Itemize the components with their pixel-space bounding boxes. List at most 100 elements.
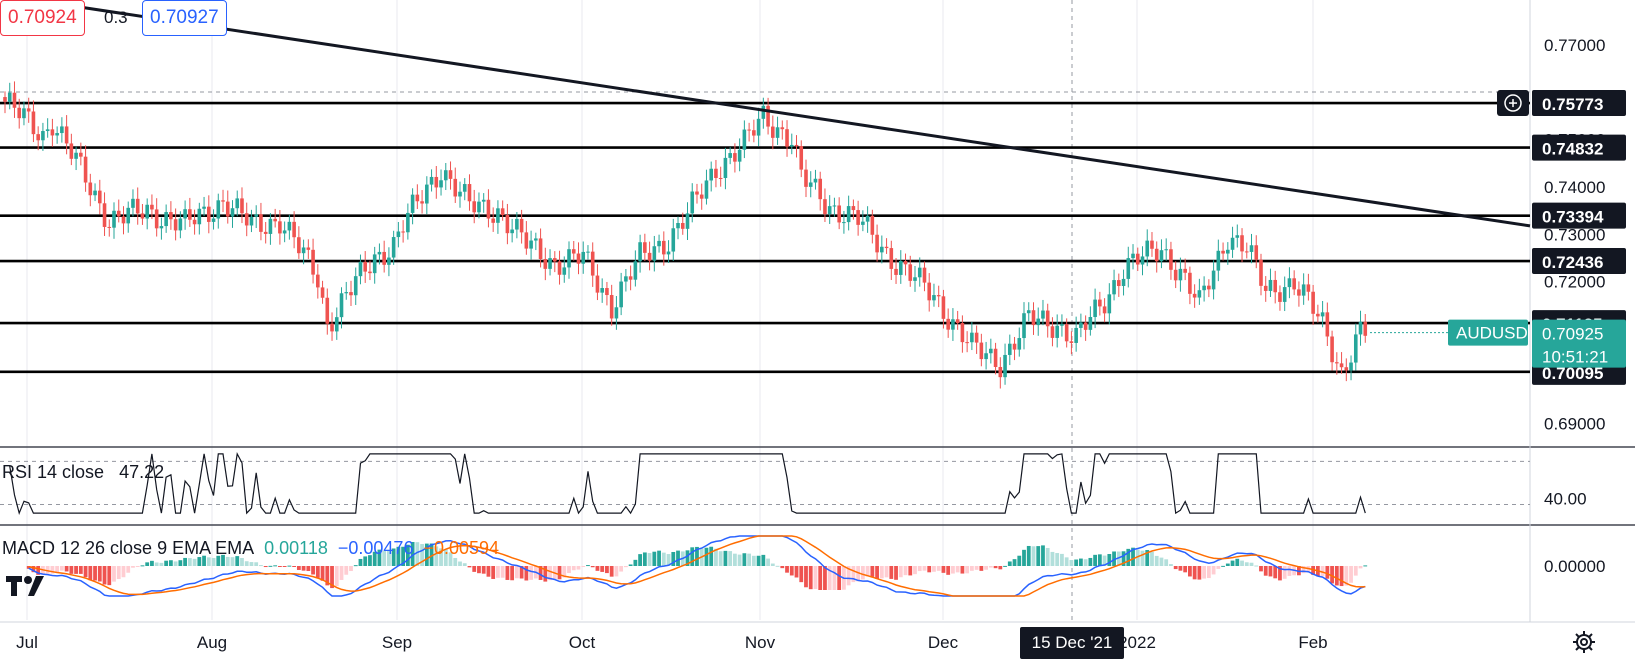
candle-body <box>1164 249 1168 251</box>
macd-histogram-bar <box>898 566 903 578</box>
macd-histogram-bar <box>586 565 590 567</box>
bid-price-box[interactable]: 0.70924 <box>0 0 85 36</box>
candle-body <box>1216 250 1221 271</box>
candle-body <box>1154 248 1159 262</box>
candle-body <box>917 267 922 278</box>
rsi-legend-value: 47.22 <box>119 462 165 482</box>
macd-histogram-bar <box>1126 548 1131 566</box>
tradingview-logo-icon[interactable] <box>6 574 44 600</box>
candle-body <box>107 226 112 228</box>
candle-body <box>50 129 55 136</box>
level-price-label: 0.72436 <box>1542 253 1603 272</box>
macd-histogram-bar <box>443 549 448 566</box>
macd-histogram-bar <box>1112 551 1116 566</box>
plus-circle-ring <box>1504 94 1522 112</box>
trendline[interactable] <box>0 0 1531 228</box>
candle-body <box>1055 325 1059 338</box>
macd-histogram-bar <box>112 566 116 582</box>
trendline-line <box>23 0 1531 228</box>
time-axis[interactable]: Jul Aug Sep Oct Nov Dec 2022 Feb 15 Dec '21 <box>16 627 1328 659</box>
macd-histogram-bar <box>1334 566 1339 586</box>
candle-body <box>747 129 751 131</box>
candle-body <box>1202 285 1206 291</box>
candle-body <box>197 208 202 225</box>
rsi-legend[interactable]: RSI 14 close 47.22 <box>2 462 164 483</box>
candle-body <box>1017 338 1022 350</box>
macd-histogram-bar <box>1121 551 1126 566</box>
candle-body <box>832 205 837 207</box>
countdown-label: 10:51:21 <box>1542 348 1608 367</box>
macd-histogram-bar <box>761 554 766 566</box>
candle-body <box>240 198 244 214</box>
macd-histogram-bar <box>164 560 169 566</box>
candle-body <box>83 156 88 183</box>
macd-histogram-bar <box>31 566 36 573</box>
candle-body <box>12 92 17 108</box>
candle-body <box>1268 279 1273 291</box>
candle-body <box>1344 367 1349 371</box>
candle-body <box>116 210 121 217</box>
candle-body <box>17 107 22 119</box>
price-axis[interactable]: 0.770000.750000.740000.730000.720000.690… <box>1370 36 1626 434</box>
macd-histogram-bar <box>1012 559 1017 566</box>
macd-histogram-bar <box>1131 547 1135 566</box>
macd-histogram-bar <box>230 557 235 566</box>
macd-histogram-bar <box>571 566 576 571</box>
ask-price-box[interactable]: 0.70927 <box>142 0 227 36</box>
macd-histogram-bar <box>244 561 249 566</box>
macd-histogram-bar <box>1135 549 1140 566</box>
candle-body <box>1278 292 1282 302</box>
settings-gear-icon[interactable] <box>1572 630 1596 654</box>
candle-body <box>1235 235 1240 238</box>
candle-body <box>1112 280 1116 295</box>
candle-body <box>1263 285 1268 291</box>
macd-histogram-bar <box>325 566 330 586</box>
macd-histogram-bar <box>785 566 789 573</box>
macd-histogram-bar <box>605 566 609 574</box>
macd-histogram-bar <box>1240 560 1244 566</box>
candle-body <box>894 268 898 275</box>
candle-body <box>614 307 619 319</box>
candle-body <box>1074 327 1078 343</box>
level-price-label: 0.70095 <box>1542 364 1603 383</box>
macd-histogram-bar <box>1268 566 1273 577</box>
macd-legend[interactable]: MACD 12 26 close 9 EMA EMA 0.00118 −0.00… <box>2 538 499 559</box>
candle-body <box>377 251 382 255</box>
macd-histogram-bar <box>1325 566 1330 579</box>
macd-histogram-bar <box>1235 558 1240 566</box>
macd-histogram-bar <box>429 543 434 566</box>
candle-body <box>586 251 590 253</box>
macd-histogram-bar <box>529 566 533 580</box>
candle-body <box>1083 322 1088 330</box>
support-resistance-levels <box>0 101 1530 374</box>
candle-body <box>145 204 149 219</box>
macd-histogram-bar <box>969 566 974 571</box>
candle-body <box>1306 284 1311 292</box>
macd-histogram-bar <box>1150 551 1154 566</box>
macd-histogram-bar <box>154 562 159 566</box>
candle-body <box>861 221 865 225</box>
candle-body <box>699 194 704 199</box>
candle-body <box>1335 362 1339 364</box>
macd-histogram-bar <box>168 560 173 566</box>
macd-histogram-bar <box>1178 566 1183 571</box>
candle-body <box>704 180 709 199</box>
candle-body <box>780 127 785 130</box>
macd-histogram-bar <box>126 566 131 573</box>
macd-histogram-bar <box>320 566 325 581</box>
candle-body <box>643 242 647 253</box>
candle-body <box>26 108 31 112</box>
macd-histogram-bar <box>1116 551 1121 566</box>
candle-body <box>301 247 306 254</box>
macd-histogram-bar <box>1064 557 1069 566</box>
candle-body <box>1107 294 1112 314</box>
macd-histogram-bar <box>638 554 642 566</box>
macd-histogram-bar <box>1249 562 1254 566</box>
candle-body <box>922 267 927 283</box>
macd-histogram-bar <box>296 566 301 570</box>
candle-body <box>406 212 410 233</box>
candle-body <box>1121 278 1126 287</box>
price-tick-label: 0.69000 <box>1544 415 1605 434</box>
candle-body <box>898 261 903 275</box>
